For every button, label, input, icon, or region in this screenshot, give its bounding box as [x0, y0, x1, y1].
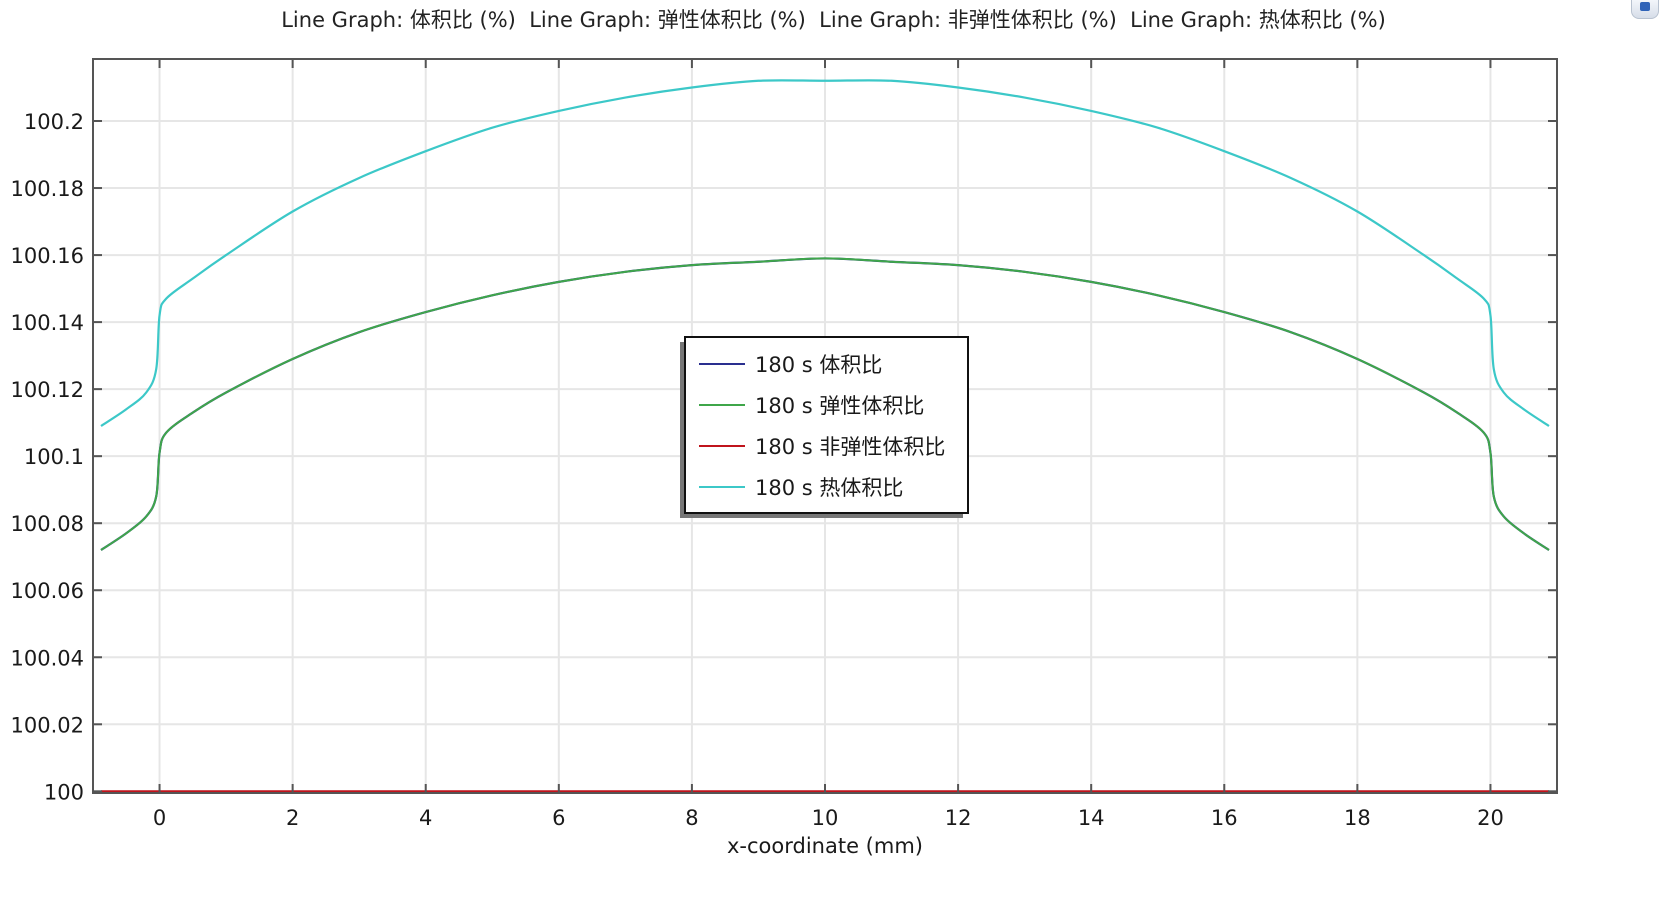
chart-title: Line Graph: 体积比 (%) Line Graph: 弹性体积比 (%…: [281, 8, 1386, 32]
y-tick-label: 100.04: [11, 646, 84, 670]
axis-ticks: 0 2 4 6 8 10 12 14 16 18 20 100 100.02 100.04 100.06 10…: [11, 59, 1557, 830]
legend-entry: 180 s 弹性体积比: [755, 394, 924, 418]
y-tick-label: 100.14: [11, 311, 84, 335]
legend[interactable]: 180 s 体积比 180 s 弹性体积比 180 s 非弹性体积比 180 s 热体…: [680, 336, 969, 518]
y-tick-label: 100.06: [11, 579, 84, 603]
y-tick-label: 100: [44, 780, 84, 804]
series-line-3: [100, 79, 1550, 427]
x-tick-label: 10: [812, 806, 839, 830]
y-tick-label: 100.2: [24, 110, 84, 134]
legend-entry: 180 s 体积比: [755, 353, 882, 377]
x-tick-label: 12: [945, 806, 972, 830]
y-tick-label: 100.08: [11, 512, 84, 536]
x-tick-label: 16: [1211, 806, 1238, 830]
x-tick-label: 4: [419, 806, 432, 830]
y-tick-label: 100.16: [11, 244, 84, 268]
x-tick-label: 0: [153, 806, 166, 830]
x-tick-label: 18: [1344, 806, 1371, 830]
y-tick-label: 100.1: [24, 445, 84, 469]
legend-entry: 180 s 非弹性体积比: [755, 435, 945, 459]
y-tick-label: 100.12: [11, 378, 84, 402]
x-tick-label: 14: [1078, 806, 1105, 830]
series-line-1: [100, 257, 1550, 551]
x-tick-label: 20: [1477, 806, 1504, 830]
window-icon[interactable]: [1631, 0, 1659, 19]
x-tick-label: 2: [286, 806, 299, 830]
x-tick-label: 6: [552, 806, 565, 830]
y-tick-label: 100.18: [11, 177, 84, 201]
x-axis-label: x-coordinate (mm): [727, 834, 923, 858]
x-tick-label: 8: [685, 806, 698, 830]
y-tick-label: 100.02: [11, 713, 84, 737]
legend-entry: 180 s 热体积比: [755, 476, 903, 500]
legend-box: [684, 336, 969, 514]
